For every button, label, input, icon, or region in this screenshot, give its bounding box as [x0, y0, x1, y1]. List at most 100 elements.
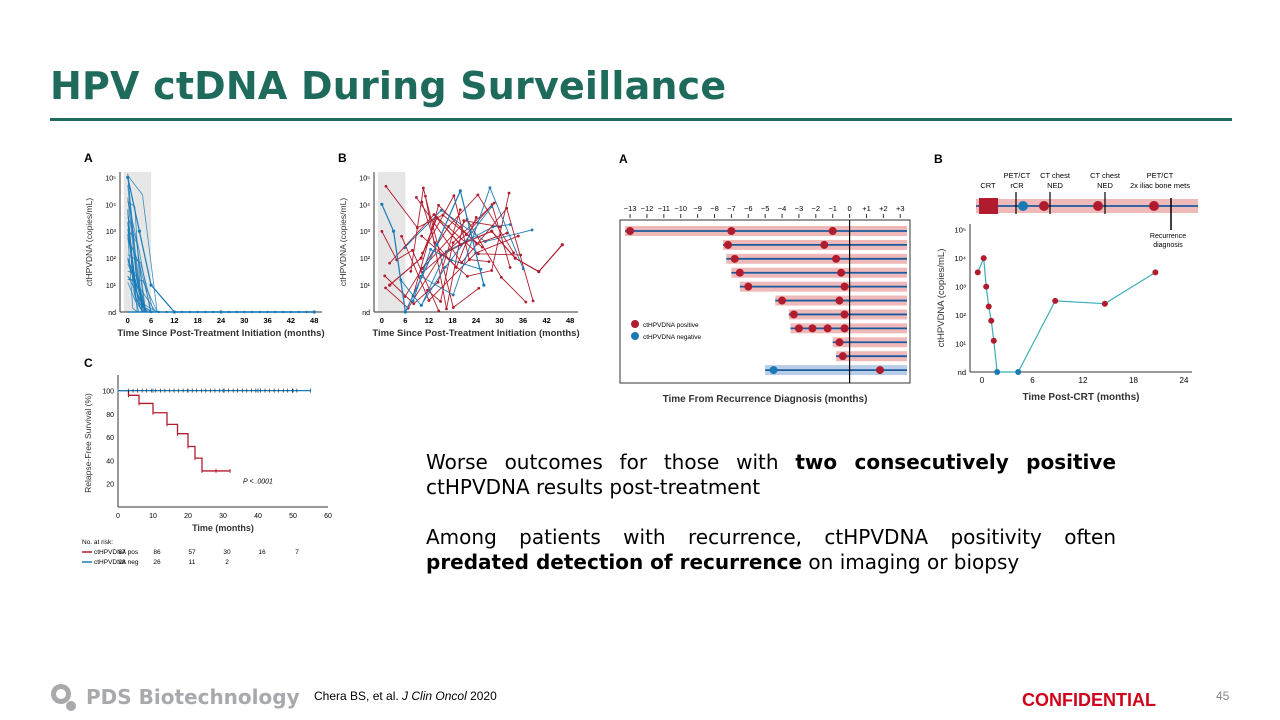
patient-trace: [127, 175, 158, 313]
x-tick-label: 0: [848, 204, 852, 213]
trace-point: [388, 261, 392, 265]
timeline-negative-dot: [1018, 201, 1028, 211]
company-logo: PDS Biotechnology: [48, 682, 300, 712]
x-tick-label: 0: [126, 316, 130, 325]
recurrence-label-line-1: Recurrence: [1150, 233, 1186, 240]
logo-text: PDS Biotechnology: [86, 685, 300, 709]
trace-point: [460, 261, 463, 264]
timeline-label: NED: [1097, 181, 1113, 190]
patient-trace: [420, 186, 524, 296]
timeline-label: PET/CT: [1004, 171, 1031, 180]
positive-point: [832, 254, 841, 263]
data-point: [490, 229, 494, 233]
trace-point: [384, 286, 388, 290]
data-point: [419, 256, 423, 260]
y-tick-label: 80: [106, 412, 114, 419]
positive-point: [808, 324, 817, 333]
x-tick-label: −8: [710, 204, 719, 213]
x-tick-label: 6: [403, 316, 407, 325]
plot-frame: [619, 219, 911, 384]
body-text: Worse outcomes for those with two consec…: [426, 450, 1116, 600]
trace-point: [521, 267, 525, 271]
series-line: [389, 216, 563, 286]
data-point: [219, 310, 223, 314]
x-tick-label: 48: [566, 316, 574, 325]
y-axis-label: ctHPVDNA (copies/mL): [84, 198, 94, 286]
chart-time-from-recurrence: A−13 −12 −11 −10 −9 −8 −7 −6 −5 −4 −3 −2 −1 0 +1 +2 +3ct…: [619, 152, 911, 405]
y-tick-label: 10²: [955, 311, 966, 320]
panel-label: B: [338, 151, 347, 165]
trace-point: [380, 229, 384, 233]
data-point: [974, 269, 981, 276]
trace-point: [383, 274, 387, 278]
positive-point: [724, 240, 733, 249]
x-tick-label: −2: [812, 204, 821, 213]
chart-ctdna-positive-patients: Bnd 10¹ 10² 10³ 10⁴ 10⁵ 0 6 12 18 24 30 36 42 48 Time S…: [338, 151, 580, 339]
trace-point: [531, 299, 535, 303]
data-point: [435, 216, 439, 220]
timeline-positive-dot: [1149, 201, 1159, 211]
data-point: [137, 229, 142, 233]
data-point: [126, 175, 130, 179]
slide-title: HPV ctDNA During Surveillance: [50, 64, 727, 108]
positive-point: [840, 324, 849, 333]
x-tick-label: −7: [727, 204, 736, 213]
y-tick-label: nd: [108, 310, 116, 317]
timeline-label: CT chest: [1040, 171, 1071, 180]
trace-point: [467, 258, 471, 262]
patient-trace: [127, 282, 144, 313]
patient-trace: [384, 209, 461, 305]
data-point: [380, 202, 384, 206]
data-point: [172, 310, 176, 314]
x-tick-label: 0: [980, 376, 985, 385]
risk-count: 87: [118, 549, 126, 556]
x-tick-label: −1: [828, 204, 837, 213]
trace-point: [410, 248, 414, 252]
x-tick-label: 12: [425, 316, 433, 325]
x-tick-label: 18: [1129, 376, 1138, 385]
risk-row-label: ctHPVDNA neg: [94, 559, 139, 566]
trace-point: [466, 274, 469, 278]
data-point: [985, 303, 992, 310]
undetectable-point: [157, 310, 161, 314]
series-line: [127, 177, 315, 313]
trace-point: [420, 200, 424, 204]
legend-negative-dot: [631, 332, 639, 340]
positive-point: [838, 352, 847, 361]
patient-trace: [422, 194, 490, 263]
positive-point: [823, 324, 832, 333]
data-point: [458, 243, 462, 247]
data-point: [994, 369, 1001, 375]
data-point: [458, 189, 462, 193]
positive-point: [828, 227, 837, 235]
trace-point: [476, 252, 480, 256]
y-tick-label: 10³: [955, 283, 966, 292]
trace-point: [519, 253, 523, 257]
recurrence-label-line-2: diagnosis: [1153, 242, 1183, 249]
x-tick-label: 30: [495, 316, 503, 325]
patient-trace: [410, 187, 480, 309]
risk-count: 28: [118, 559, 126, 566]
trace-point: [429, 247, 432, 251]
positive-point: [730, 254, 739, 263]
y-tick-label: nd: [958, 368, 966, 377]
x-tick-label: 30: [219, 513, 227, 520]
trace-point: [400, 234, 404, 238]
patient-trace: [400, 206, 492, 307]
title-rule: [50, 118, 1232, 121]
x-tick-label: 42: [542, 316, 550, 325]
undetectable-point: [165, 310, 168, 314]
data-point: [983, 283, 990, 290]
y-tick-label: 60: [106, 435, 114, 442]
x-tick-label: −5: [761, 204, 770, 213]
x-tick-label: 36: [263, 316, 271, 325]
trace-point: [420, 234, 424, 238]
data-point: [1015, 369, 1022, 375]
positive-point: [778, 296, 787, 305]
y-tick-label: 10²: [106, 256, 117, 263]
trace-point: [516, 234, 520, 238]
x-tick-label: 6: [1030, 376, 1035, 385]
trace-point: [524, 300, 528, 304]
positive-point: [744, 282, 753, 291]
